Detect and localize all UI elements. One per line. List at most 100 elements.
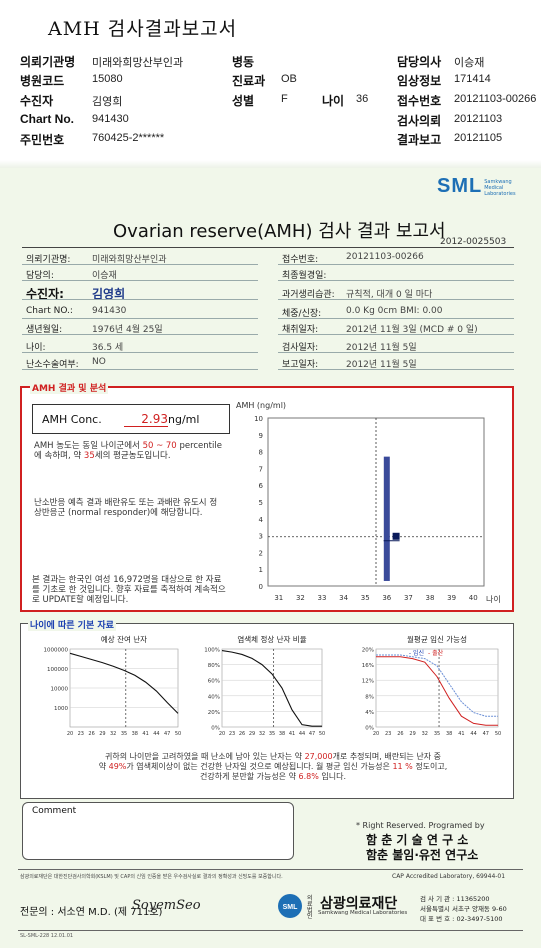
field-rule — [278, 352, 514, 353]
foundation-name-en: Samkwang Medical Laboratories — [318, 910, 407, 916]
header-value: 미래와희망산부인과 — [92, 54, 183, 70]
amh-y-tick: 4 — [259, 516, 264, 524]
chart-x-tick: 26 — [239, 731, 245, 737]
amh-x-tick: 39 — [447, 594, 456, 602]
chart-y-tick: 100% — [204, 648, 220, 654]
svg-text:SML: SML — [283, 904, 299, 911]
report-number: 2012-0025503 — [440, 237, 506, 247]
chart-x-tick: 32 — [422, 731, 428, 737]
header-value: 이승재 — [454, 54, 484, 70]
amh-marker — [393, 533, 400, 540]
field-rule — [278, 334, 514, 335]
amh-conc-label: AMH Conc. — [42, 413, 102, 426]
amh-y-tick: 3 — [259, 533, 263, 541]
comment-label: Comment — [32, 806, 76, 816]
chart-title: 예상 잔여 난자 — [101, 634, 147, 644]
header-label: 담당의사 — [397, 53, 441, 70]
header-label: 나이 — [322, 92, 344, 109]
chart-x-tick: 44 — [470, 731, 476, 737]
chart-x-tick: 29 — [99, 731, 105, 737]
chart-y-tick: 1000 — [54, 706, 68, 712]
field-rule — [22, 280, 258, 281]
header-label: 성별 — [232, 92, 254, 109]
chart-x-tick: 23 — [229, 731, 235, 737]
header-value: 20121105 — [454, 132, 502, 144]
accreditation-text: 삼광의료재단은 대한진단검사의학회(KSLM) 및 CAP의 신임 인증을 받은… — [20, 873, 283, 880]
field-rule — [278, 299, 514, 300]
chart-y-tick: 8% — [365, 694, 374, 700]
chart-x-tick: 44 — [299, 731, 305, 737]
chart-y-tick: 100000 — [47, 667, 68, 673]
sml-footer-logo-icon: SML — [276, 893, 304, 919]
report-field-value: 941430 — [92, 306, 126, 316]
header-label: 의뢰기관명 — [20, 53, 75, 70]
chart-x-tick: 29 — [409, 731, 415, 737]
chart-x-tick: 26 — [397, 731, 403, 737]
header-label: 수진자 — [20, 92, 53, 109]
chart-frame — [222, 649, 322, 727]
chart-title: 월평균 임신 가능성 — [407, 634, 467, 644]
amh-x-tick: 35 — [361, 594, 370, 602]
amh-range-bar — [384, 457, 390, 581]
age-section-title: 나이에 따른 기본 자료 — [28, 618, 116, 631]
chart-y-tick: 60% — [208, 679, 220, 685]
header-value: 760425-2****** — [92, 132, 164, 144]
form-number: SL-SML-228 12.01.01 — [20, 933, 73, 939]
field-rule — [278, 264, 514, 265]
field-rule — [22, 299, 258, 300]
chart-y-tick: 40% — [208, 694, 220, 700]
chart-x-tick: 44 — [153, 731, 159, 737]
chart-x-tick: 50 — [175, 731, 181, 737]
amh-y-tick: 8 — [259, 449, 263, 457]
field-rule — [22, 352, 258, 353]
document-title: AMH 검사결과보고서 — [48, 14, 237, 41]
chart-x-tick: 20 — [219, 731, 225, 737]
chart-y-tick: 12% — [362, 679, 374, 685]
report-field-label: Chart NO.: — [26, 306, 73, 316]
chart-x-tick: 47 — [309, 731, 315, 737]
field-rule — [278, 369, 514, 370]
header-value: 941430 — [92, 113, 129, 125]
amh-x-label: 나이 — [486, 594, 501, 604]
amh-section-title: AMH 결과 및 분석 — [30, 381, 108, 394]
field-rule — [22, 318, 258, 319]
header-label: 임상정보 — [397, 72, 441, 89]
header-value: F — [281, 93, 288, 105]
chart-x-tick: 20 — [67, 731, 73, 737]
field-rule — [22, 334, 258, 335]
chart-x-tick: 38 — [446, 731, 452, 737]
chart-y-tick: 4% — [365, 710, 374, 716]
lab-phone: 검 사 기 관 : 11365200 — [420, 893, 490, 903]
cap-accreditation: CAP Accredited Laboratory, 69944-01 — [392, 873, 505, 880]
chart-x-tick: 47 — [164, 731, 170, 737]
chart-x-tick: 50 — [495, 731, 501, 737]
field-rule — [278, 280, 514, 281]
field-rule — [278, 318, 514, 319]
header-label: 접수번호 — [397, 92, 441, 109]
header-value: 171414 — [454, 73, 491, 85]
amh-x-tick: 38 — [426, 594, 435, 602]
foundation-prefix: 의료법인 — [307, 896, 317, 920]
header-label: 진료과 — [232, 72, 265, 89]
amh-y-tick: 0 — [259, 583, 263, 591]
chart-x-tick: 32 — [259, 731, 265, 737]
logo-text: SML — [437, 175, 482, 197]
header-label: 검사의뢰 — [397, 112, 441, 129]
report-field-value: 20121103-00266 — [346, 252, 424, 262]
amh-x-tick: 32 — [296, 594, 305, 602]
footer-bottom-divider — [18, 930, 523, 931]
chart-x-tick: 47 — [483, 731, 489, 737]
amh-y-tick: 9 — [259, 432, 263, 440]
title-underline — [22, 247, 514, 248]
main-phone: 대 표 번 호 : 02-3497-5100 — [420, 913, 503, 923]
amh-x-tick: 34 — [339, 594, 348, 602]
chart-y-tick: 1000000 — [44, 648, 69, 654]
amh-y-tick: 7 — [259, 465, 263, 473]
footer-divider — [18, 869, 523, 870]
chart-x-tick: 23 — [385, 731, 391, 737]
chart-x-tick: 35 — [269, 731, 275, 737]
chart-x-tick: 35 — [121, 731, 127, 737]
amh-x-tick: 31 — [274, 594, 283, 602]
chart-x-tick: 23 — [78, 731, 84, 737]
